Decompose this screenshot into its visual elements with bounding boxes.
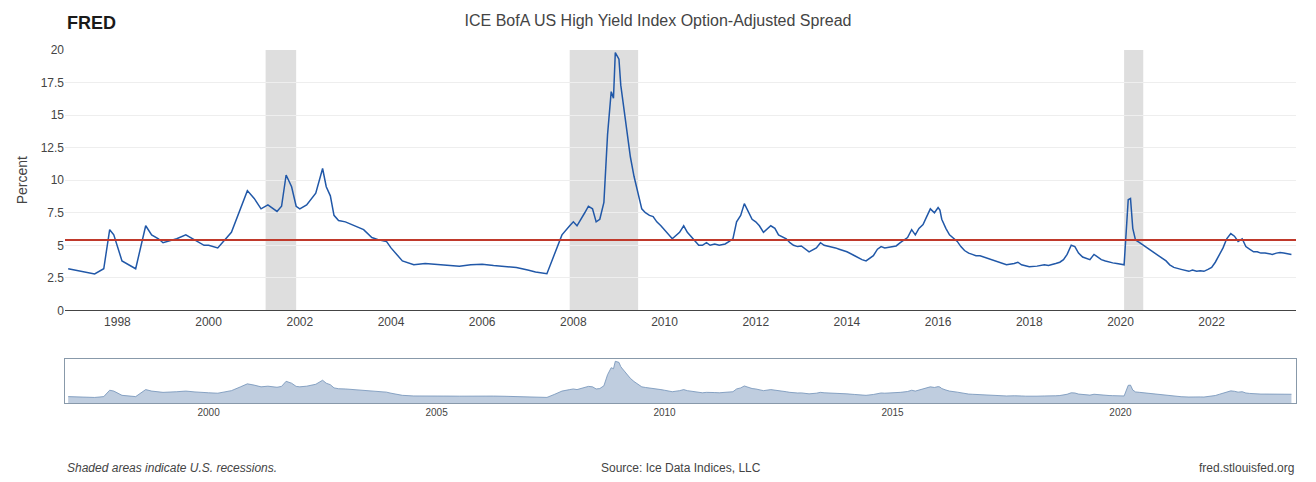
svg-text:2004: 2004 (378, 315, 405, 329)
svg-text:2020: 2020 (1109, 407, 1132, 418)
svg-text:10: 10 (51, 173, 65, 187)
svg-text:17.5: 17.5 (41, 76, 65, 90)
svg-text:5: 5 (57, 239, 64, 253)
svg-text:12.5: 12.5 (41, 141, 65, 155)
svg-text:2005: 2005 (425, 407, 448, 418)
svg-text:2020: 2020 (1107, 315, 1134, 329)
svg-text:7.5: 7.5 (47, 206, 64, 220)
svg-text:2000: 2000 (195, 315, 222, 329)
svg-text:2015: 2015 (881, 407, 904, 418)
svg-text:2008: 2008 (560, 315, 587, 329)
svg-text:FRED: FRED (67, 13, 116, 33)
svg-text:15: 15 (51, 108, 65, 122)
svg-text:2010: 2010 (651, 315, 678, 329)
svg-text:2010: 2010 (653, 407, 676, 418)
svg-text:2.5: 2.5 (47, 271, 64, 285)
svg-text:2002: 2002 (286, 315, 313, 329)
svg-text:2006: 2006 (469, 315, 496, 329)
svg-text:ICE BofA US High Yield Index O: ICE BofA US High Yield Index Option-Adju… (465, 12, 852, 29)
svg-text:20: 20 (51, 43, 65, 57)
svg-text:0: 0 (57, 304, 64, 318)
svg-text:2000: 2000 (197, 407, 220, 418)
svg-text:2018: 2018 (1016, 315, 1043, 329)
svg-text:1998: 1998 (104, 315, 131, 329)
svg-text:2012: 2012 (742, 315, 769, 329)
svg-text:Source: Ice Data Indices, LLC: Source: Ice Data Indices, LLC (601, 461, 761, 475)
svg-text:2014: 2014 (834, 315, 861, 329)
svg-text:2022: 2022 (1198, 315, 1225, 329)
svg-text:Percent: Percent (14, 156, 30, 204)
svg-text:Shaded areas indicate U.S. rec: Shaded areas indicate U.S. recessions. (67, 461, 277, 475)
svg-text:fred.stlouisfed.org: fred.stlouisfed.org (1199, 461, 1294, 475)
svg-text:2016: 2016 (925, 315, 952, 329)
